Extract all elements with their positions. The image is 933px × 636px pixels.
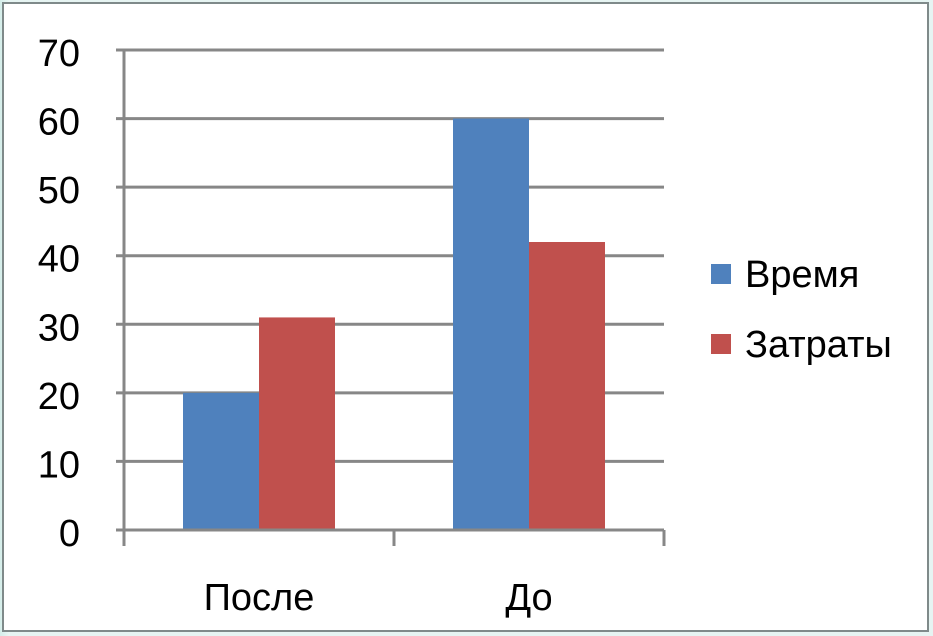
bar-vremya-posle <box>183 392 259 530</box>
bar-chart: 0 10 20 30 40 50 60 70 После До Время Затраты <box>38 33 892 619</box>
y-tick-label: 70 <box>38 33 80 75</box>
y-tick-label: 20 <box>38 376 80 418</box>
x-tick-label: После <box>204 577 315 619</box>
bar-zatraty-do <box>529 242 605 530</box>
bar-vremya-do <box>453 118 529 531</box>
axes <box>116 50 666 546</box>
legend-swatch <box>711 334 731 354</box>
bars <box>183 118 605 531</box>
y-tick-label: 40 <box>38 239 80 281</box>
legend-swatch <box>711 264 731 284</box>
y-tick-label: 0 <box>59 513 80 555</box>
legend-label: Затраты <box>745 324 892 366</box>
x-axis-tick-labels: После До <box>204 577 553 619</box>
y-axis-tick-labels: 0 10 20 30 40 50 60 70 <box>38 33 80 555</box>
y-tick-label: 50 <box>38 170 80 212</box>
legend-label: Время <box>745 254 859 296</box>
y-tick-label: 60 <box>38 102 80 144</box>
bar-zatraty-posle <box>259 317 335 530</box>
y-tick-label: 10 <box>38 444 80 486</box>
y-tick-label: 30 <box>38 307 80 349</box>
legend: Время Затраты <box>711 254 892 366</box>
x-tick-label: До <box>505 577 552 619</box>
